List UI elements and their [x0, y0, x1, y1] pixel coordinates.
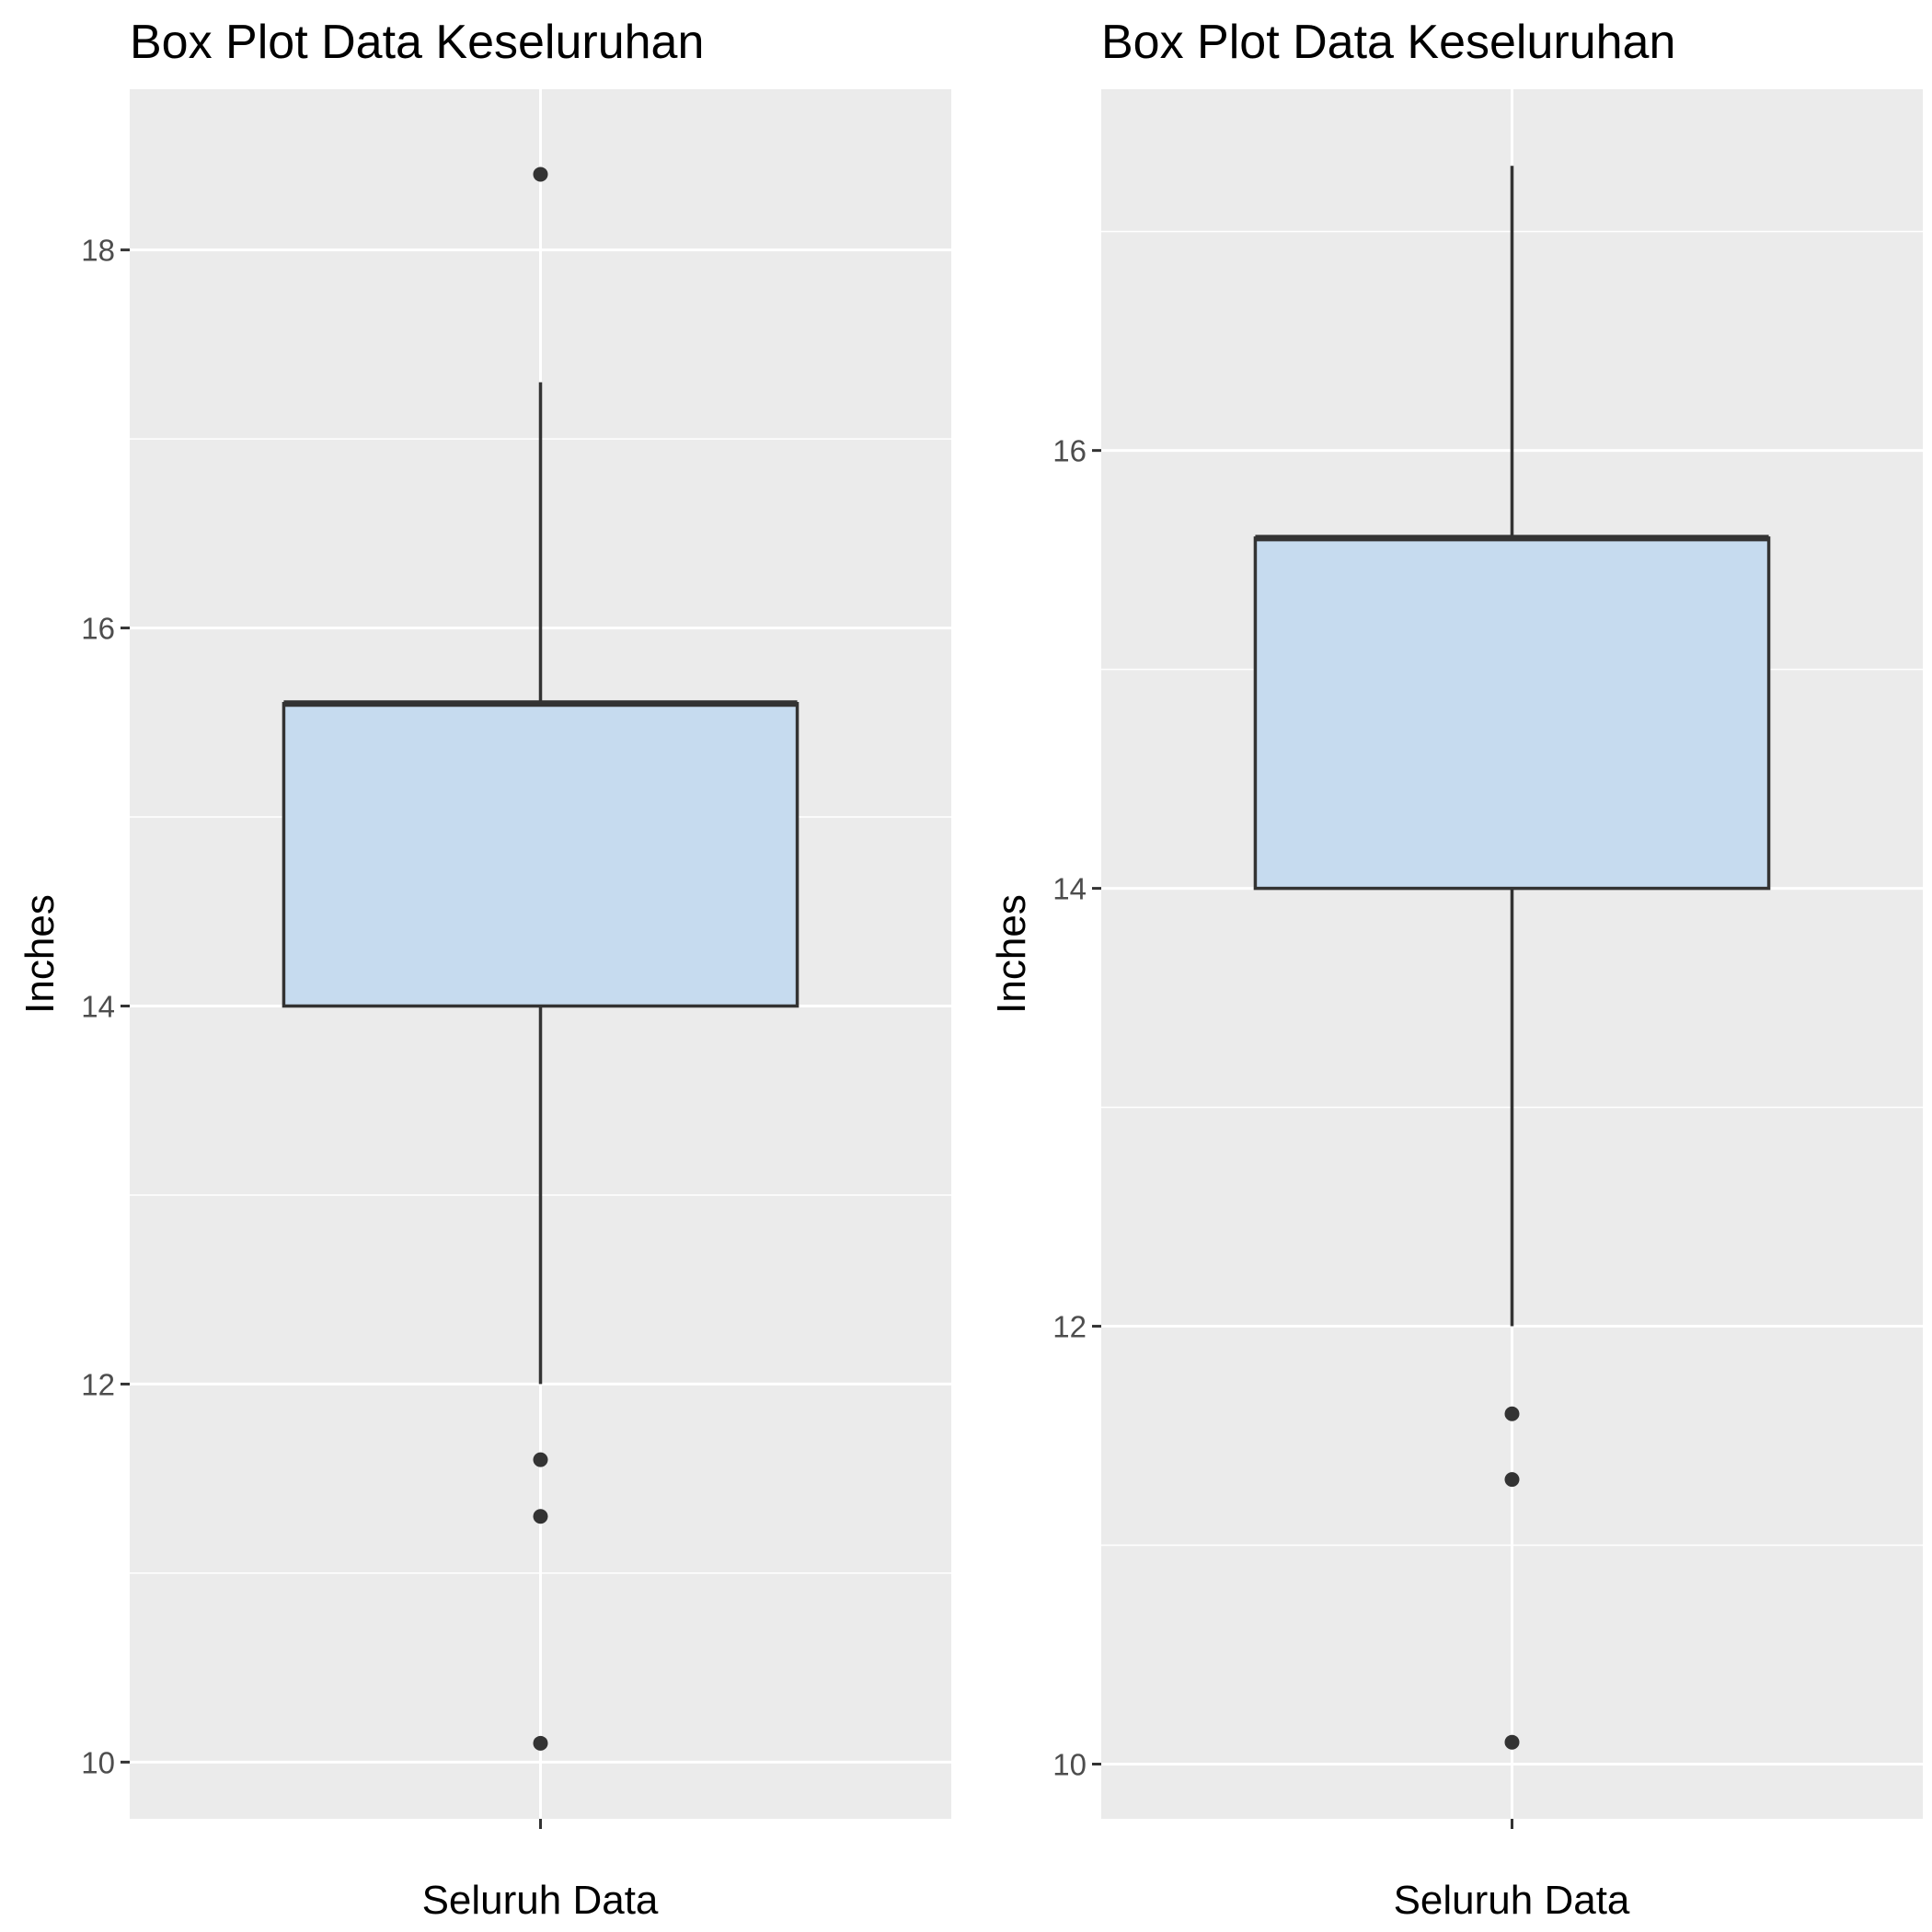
y-tick-label: 12: [1052, 1310, 1087, 1344]
outlier-point: [533, 1452, 548, 1467]
box-plot: [1253, 166, 1771, 1750]
y-axis: 10 12 14 16 18: [81, 234, 130, 1779]
y-tick-label: 16: [1052, 434, 1087, 468]
x-axis-title: Seluruh Data: [1394, 1878, 1630, 1923]
y-axis-title: Inches: [989, 894, 1034, 1014]
box-plot: [282, 167, 799, 1751]
outlier-point: [1504, 1472, 1520, 1488]
y-tick-label: 16: [81, 612, 115, 646]
y-tick-label: 12: [81, 1367, 115, 1401]
box-iqr: [282, 702, 799, 1008]
outlier-point: [533, 1509, 548, 1524]
y-tick-label: 18: [81, 234, 115, 268]
chart-title: Box Plot Data Keseluruhan: [1101, 16, 1675, 69]
y-tick-label: 10: [1052, 1748, 1087, 1782]
y-axis-title: Inches: [17, 894, 63, 1014]
chart-panel-1: Box Plot Data Keseluruhan 10 12 14 16 18 Inc…: [17, 16, 951, 1923]
chart-panel-2: Box Plot Data Keseluruhan 10 12 14 16 Inche…: [989, 16, 1923, 1923]
outlier-point: [1504, 1406, 1520, 1421]
x-axis-title: Seluruh Data: [422, 1878, 659, 1923]
outlier-point: [1504, 1734, 1520, 1750]
y-tick-label: 14: [1052, 872, 1087, 906]
outlier-point: [533, 1735, 548, 1751]
y-tick-label: 10: [81, 1745, 115, 1779]
y-axis: 10 12 14 16: [1052, 434, 1101, 1782]
chart-title: Box Plot Data Keseluruhan: [130, 16, 704, 69]
outlier-point: [533, 167, 548, 182]
box-iqr: [1253, 536, 1771, 891]
y-tick-label: 14: [81, 990, 115, 1024]
